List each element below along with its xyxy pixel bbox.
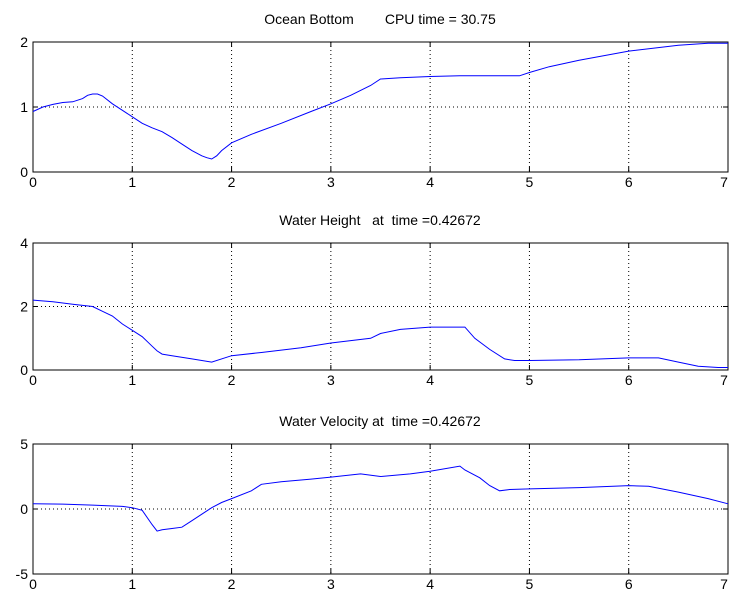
x-tick-label: 5 <box>526 576 534 592</box>
x-tick-label: 7 <box>720 576 728 592</box>
x-tick-label: 5 <box>526 174 534 190</box>
ocean-bottom-plot: Ocean Bottom CPU time = 30.75 0 1 2 3 4 5 6 7 0 1… <box>20 11 729 190</box>
x-tick-label: 7 <box>720 174 728 190</box>
y-tick-label: 0 <box>20 362 28 378</box>
x-tick-label: 1 <box>128 576 136 592</box>
x-tick-label: 6 <box>625 576 633 592</box>
x-tick-label: 2 <box>228 372 236 388</box>
x-tick-label: 3 <box>327 576 335 592</box>
y-tick-label: 2 <box>20 34 28 50</box>
series-line <box>32 299 728 368</box>
y-tick-label: 5 <box>20 436 28 452</box>
x-tick-label: 1 <box>128 372 136 388</box>
water-velocity-plot: Water Velocity at time =0.42672 0 1 2 3 4 5 6 7… <box>16 413 729 592</box>
water-height-plot: Water Height at time =0.42672 0 1 2 3 4 5 6 7 0 2… <box>20 212 729 388</box>
x-tick-label: 2 <box>228 174 236 190</box>
x-tick-label: 6 <box>625 174 633 190</box>
x-tick-label: 2 <box>228 576 236 592</box>
x-tick-label: 3 <box>327 174 335 190</box>
y-tick-label: 0 <box>20 501 28 517</box>
x-tick-label: 4 <box>426 372 434 388</box>
x-tick-label: 1 <box>128 174 136 190</box>
x-tick-label: 5 <box>526 372 534 388</box>
x-tick-label: 0 <box>29 372 37 388</box>
y-tick-label: 4 <box>20 235 28 251</box>
plot-title: Water Height at time =0.42672 <box>279 212 481 228</box>
axes-box <box>32 41 729 173</box>
y-tick-label: -5 <box>16 566 29 582</box>
plot-title: Water Velocity at time =0.42672 <box>279 413 481 429</box>
series-line <box>32 465 729 532</box>
x-tick-label: 0 <box>29 576 37 592</box>
y-tick-label: 0 <box>20 164 28 180</box>
x-tick-label: 0 <box>29 174 37 190</box>
x-tick-label: 3 <box>327 372 335 388</box>
x-tick-label: 7 <box>720 372 728 388</box>
x-tick-label: 6 <box>625 372 633 388</box>
y-tick-label: 1 <box>20 99 28 115</box>
y-tick-label: 2 <box>20 299 28 315</box>
axes-box <box>32 443 729 575</box>
x-tick-label: 4 <box>426 174 434 190</box>
x-tick-label: 4 <box>426 576 434 592</box>
plot-title: Ocean Bottom CPU time = 30.75 <box>264 11 496 27</box>
series-line <box>32 42 728 160</box>
